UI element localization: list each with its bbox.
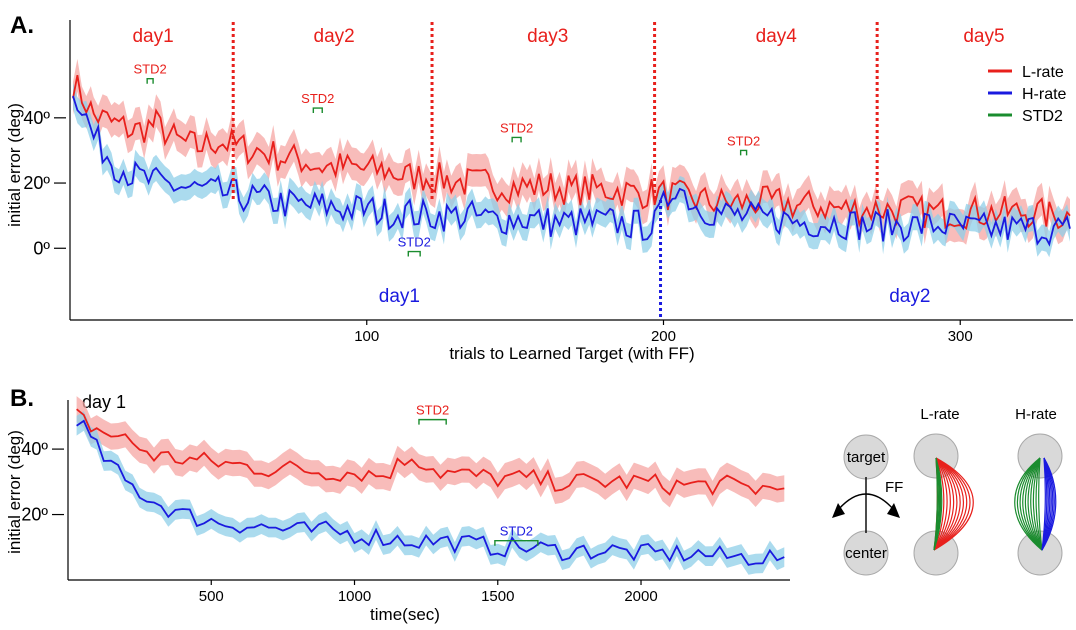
band-l-rate [76, 396, 785, 508]
target-label: target [847, 449, 886, 466]
trajectory-line [933, 457, 948, 551]
x-tick-label: 1000 [338, 588, 371, 605]
day-label-l-rate: day2 [314, 26, 355, 47]
std2-label: STD2 [134, 62, 167, 77]
std2-label: STD2 [416, 403, 449, 418]
panel-b-title: day 1 [82, 392, 126, 412]
std2-label: STD2 [398, 235, 431, 250]
panel-a-ylabel: initial error (deg) [5, 103, 24, 227]
y-tick-label: 20º [23, 173, 50, 193]
trajectory-line [1019, 457, 1043, 551]
band-l-rate [73, 58, 1070, 245]
trajectory-line [933, 457, 968, 551]
ff-label: FF [885, 479, 903, 496]
trajectory-line [933, 457, 943, 551]
std2-bracket [407, 250, 421, 257]
trajectory-line [1038, 457, 1043, 551]
trajectory-line [933, 457, 951, 551]
y-tick-label: 0º [33, 238, 50, 258]
series-line-h-rate [76, 419, 785, 566]
y-tick-label: 20º [21, 505, 48, 525]
center-label: center [845, 545, 887, 562]
trajectory-line [933, 457, 961, 551]
std2-bracket [739, 149, 748, 156]
trajectory-line [1016, 457, 1043, 551]
h-rate-trajectories [1014, 457, 1057, 551]
panel-b-xlabel: time(sec) [370, 605, 440, 624]
series-line-l-rate [76, 408, 785, 496]
day-label-h-rate: day2 [889, 286, 930, 307]
panel-a-bands [73, 58, 1070, 258]
trajectory-line [933, 457, 958, 551]
trajectory-line [1030, 457, 1043, 551]
x-tick-label: 2000 [624, 588, 657, 605]
x-tick-label: 100 [354, 328, 379, 345]
panel-b-ticks: 500 1000 1500 2000 40º 20º [21, 439, 657, 605]
trajectory-line [1041, 457, 1057, 551]
trajectory-line [933, 457, 965, 551]
y-tick-label: 40º [21, 439, 48, 459]
panel-b-bands [76, 396, 785, 575]
trajectory-line [1032, 457, 1043, 551]
std2-bracket [312, 107, 323, 114]
l-rate-trajectories [933, 457, 974, 551]
band-h-rate [76, 411, 785, 575]
trajectory-line [933, 457, 971, 551]
panel-a-ticks: 100 200 300 40º 20º 0º [23, 108, 972, 345]
day-label-l-rate: day1 [132, 26, 173, 47]
panel-b-lines [76, 408, 785, 566]
trajectory-line [1027, 457, 1043, 551]
panel-a-label: A. [10, 12, 34, 39]
day-label-h-rate: day1 [379, 286, 420, 307]
std2-bracket [146, 77, 154, 84]
std2-bracket [511, 136, 522, 143]
ff-arrowhead-right-icon [887, 503, 900, 518]
panel-a-lines [72, 75, 1071, 247]
band-h-rate [73, 82, 1070, 258]
series-line-h-rate [72, 95, 1071, 247]
panel-b-std2-marks: STD2 STD2 [416, 403, 539, 546]
panel-a-day-labels: day1 day2 day3 day4 day5 day1 day2 [132, 26, 1004, 307]
legend: L-rate H-rate STD2 [988, 64, 1067, 125]
day-label-l-rate: day5 [963, 26, 1004, 47]
h-rate-target-circle [1017, 433, 1063, 479]
panel-b-label: B. [10, 385, 34, 412]
series-line-l-rate [72, 75, 1071, 231]
legend-label-l-rate: L-rate [1022, 64, 1064, 81]
trajectory-line [933, 457, 974, 551]
legend-label-h-rate: H-rate [1022, 86, 1067, 103]
day-label-l-rate: day4 [756, 26, 798, 47]
std2-label: STD2 [301, 91, 334, 106]
panel-a-std2-marks: STD2 STD2 STD2 STD2 STD2 [134, 62, 760, 257]
trajectory-line [1024, 457, 1043, 551]
y-tick-label: 40º [23, 108, 50, 128]
trajectory-line [1022, 457, 1043, 551]
trajectory-line [1035, 457, 1043, 551]
legend-label-std2: STD2 [1022, 108, 1063, 125]
day-label-l-rate: day3 [527, 26, 568, 47]
x-tick-label: 1500 [481, 588, 514, 605]
panel-b-ylabel: initial error (deg) [5, 430, 24, 554]
panel-a-xlabel: trials to Learned Target (with FF) [449, 344, 694, 363]
std2-label: STD2 [500, 120, 533, 135]
trajectory-line [1014, 457, 1043, 551]
x-tick-label: 500 [199, 588, 224, 605]
x-tick-label: 300 [948, 328, 973, 345]
reaching-diagram: target center FF L-rate H-rate [832, 406, 1063, 576]
panel-b-plot: 500 1000 1500 2000 40º 20º STD2 STD2 [21, 396, 790, 605]
trajectory-line [933, 457, 945, 551]
std2-label: STD2 [727, 133, 760, 148]
std2-label: STD2 [500, 524, 533, 539]
trajectory-line [933, 457, 955, 551]
x-tick-label: 200 [651, 328, 676, 345]
ff-arrowhead-left-icon [832, 503, 845, 518]
std2-bracket [494, 540, 539, 546]
std2-bracket [418, 418, 447, 425]
panel-a-day-boundaries [231, 22, 879, 320]
force-field-arc [837, 493, 895, 511]
h-rate-trajectories-label: H-rate [1015, 406, 1057, 423]
l-rate-trajectories-label: L-rate [920, 406, 959, 423]
